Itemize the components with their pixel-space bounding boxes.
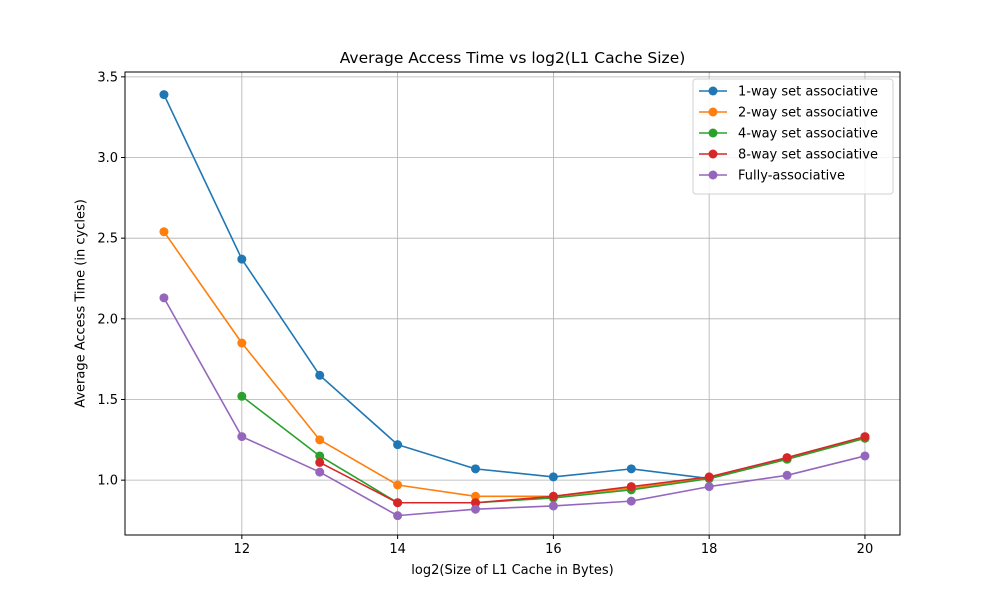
legend-marker <box>708 128 718 138</box>
y-tick-label: 3.5 <box>97 70 118 85</box>
y-tick-label: 1.5 <box>97 393 118 408</box>
data-point <box>315 370 325 380</box>
legend-entry: 8-way set associative <box>699 148 878 163</box>
series-4 <box>315 432 870 508</box>
axis-ticks: 12 14 16 18 20 1.0 1.5 2.0 2.5 3.0 3.5 <box>97 70 873 557</box>
data-point <box>471 498 481 508</box>
x-tick-label: 20 <box>857 542 874 557</box>
data-point <box>315 467 325 477</box>
data-point <box>704 472 714 482</box>
data-point <box>860 432 870 442</box>
x-tick-label: 18 <box>701 542 718 557</box>
data-point <box>782 453 792 463</box>
y-tick-label: 2.5 <box>97 232 118 247</box>
data-point <box>548 472 558 482</box>
data-point <box>393 511 403 521</box>
data-point <box>626 496 636 506</box>
legend-entry: 1-way set associative <box>699 85 878 100</box>
data-point <box>704 482 714 492</box>
series-5 <box>159 293 870 521</box>
data-point <box>159 227 169 237</box>
legend: 1-way set associative 2-way set associati… <box>692 78 894 195</box>
y-tick-label: 3.0 <box>97 151 118 166</box>
data-point <box>315 435 325 445</box>
legend-marker <box>708 149 718 159</box>
legend-label: 1-way set associative <box>738 85 878 100</box>
data-point <box>626 482 636 492</box>
legend-entry: 4-way set associative <box>699 127 878 142</box>
plot-frame <box>124 71 901 536</box>
data-point <box>471 464 481 474</box>
chart-title: Average Access Time vs log2(L1 Cache Siz… <box>340 49 686 67</box>
series-layer <box>159 90 870 521</box>
legend-marker <box>708 107 718 117</box>
x-axis-label: log2(Size of L1 Cache in Bytes) <box>411 563 613 578</box>
data-point <box>782 470 792 480</box>
y-axis-label: Average Access Time (in cycles) <box>74 199 89 408</box>
data-point <box>471 504 481 514</box>
data-point <box>393 480 403 490</box>
data-point <box>159 90 169 100</box>
x-tick-label: 16 <box>545 542 562 557</box>
legend-label: 4-way set associative <box>738 127 878 142</box>
data-point <box>159 293 169 303</box>
y-tick-label: 1.0 <box>97 474 118 489</box>
data-point <box>393 498 403 508</box>
series-line <box>163 297 866 517</box>
data-point <box>237 432 247 442</box>
data-point <box>860 451 870 461</box>
legend-entry: Fully-associative <box>699 169 845 184</box>
legend-marker <box>708 86 718 96</box>
legend-label: 2-way set associative <box>738 106 878 121</box>
data-point <box>626 464 636 474</box>
data-point <box>237 338 247 348</box>
data-point <box>548 491 558 501</box>
x-tick-label: 12 <box>234 542 251 557</box>
data-point <box>548 501 558 511</box>
legend-box <box>692 78 894 195</box>
series-line <box>319 435 866 504</box>
legend-marker <box>708 170 718 180</box>
legend-label: 8-way set associative <box>738 148 878 163</box>
data-point <box>471 491 481 501</box>
data-point <box>393 440 403 450</box>
y-tick-label: 2.0 <box>97 312 118 327</box>
legend-entry: 2-way set associative <box>699 106 878 121</box>
data-point <box>315 451 325 461</box>
x-tick-label: 14 <box>389 542 406 557</box>
data-point <box>237 391 247 401</box>
data-point <box>315 457 325 467</box>
data-point <box>237 254 247 264</box>
legend-label: Fully-associative <box>738 169 845 184</box>
